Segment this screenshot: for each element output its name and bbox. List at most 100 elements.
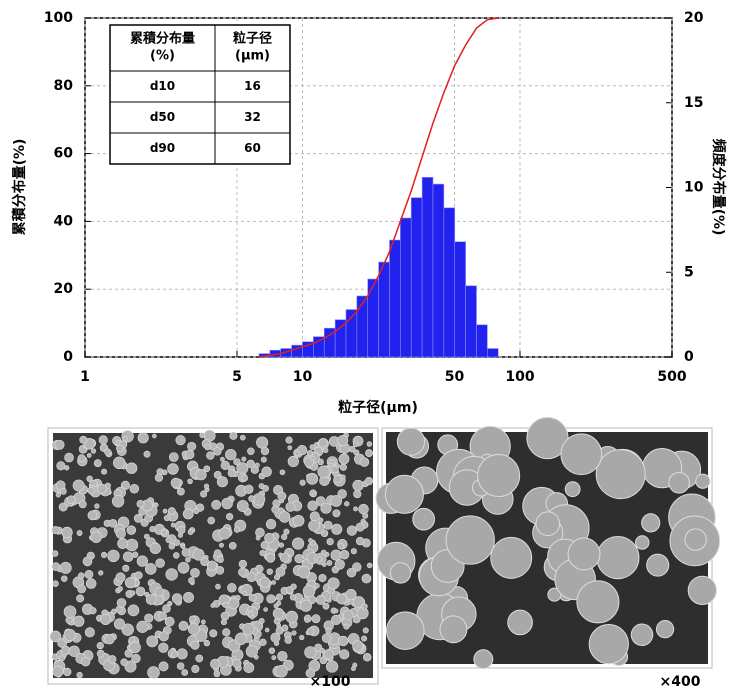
particle [66,495,76,504]
particle [310,455,315,461]
particle [266,568,273,575]
particle [68,645,80,657]
bar [410,197,423,358]
particle [246,572,257,583]
particle [161,529,167,536]
particle [181,548,191,557]
particle [143,450,151,458]
x-tick-label: 50 [445,369,465,385]
particle [84,569,94,579]
particle [646,553,670,577]
particle [323,649,334,660]
particle [165,568,178,581]
table-header: (μm) [235,49,270,64]
particle [144,613,154,623]
particle [307,500,318,511]
particle [352,441,359,448]
particle [113,618,125,630]
particle [317,517,324,523]
table-cell: 60 [244,141,261,155]
particle [305,668,316,678]
particle [125,462,138,474]
particle [684,528,707,551]
particle [77,584,87,594]
table-header: 累積分布量 [130,31,195,47]
particle [270,632,281,643]
particle [134,571,143,580]
particle [86,453,92,458]
particle [132,551,139,558]
particle [117,586,123,592]
particle [64,452,74,463]
particle [190,640,200,650]
particle [158,661,169,672]
particle [343,609,354,621]
particle [82,556,93,567]
particle [242,622,255,636]
y2-tick-label: 10 [684,180,704,196]
particle [248,593,257,602]
particle [215,583,221,590]
particle [136,555,149,567]
particle [129,590,136,596]
particle [87,486,95,495]
particle [173,552,180,559]
bar [476,324,488,358]
particle [144,563,157,575]
particle [350,548,357,555]
particle [195,654,204,663]
particle [116,444,124,453]
particle [255,527,265,538]
particle [124,577,137,589]
particle [161,469,168,476]
particle [183,591,194,603]
particle [389,562,412,584]
table-header: 粒子径 [233,31,272,47]
particle [285,436,293,444]
particle [366,562,373,569]
particle [193,508,200,515]
particle [248,495,256,502]
photo-caption: ×400 [660,674,701,690]
particle [362,627,369,634]
particle [338,453,350,465]
particle [111,495,125,508]
particle [207,516,216,525]
particle [439,615,468,644]
bar [356,295,369,358]
particle [273,603,279,609]
particle [158,642,169,653]
particle [77,454,86,463]
particle [346,525,358,536]
particle [412,507,435,531]
particle [84,627,95,638]
particle [216,476,228,488]
particle [213,549,222,558]
particle [490,536,533,579]
particle [90,531,102,543]
particle [346,567,357,578]
particle [299,479,306,486]
particle [302,584,316,598]
particle [78,500,87,509]
particle [176,648,188,660]
particle [100,613,112,625]
particle [278,511,291,523]
particle [76,594,85,603]
particle [268,647,276,654]
particle [100,551,108,558]
particle [165,536,172,544]
particle [220,619,227,626]
particle [275,665,288,678]
particle [345,589,357,601]
particle [187,529,194,535]
particle [340,474,346,480]
y-tick-label: 40 [54,213,74,229]
particle [59,561,72,574]
particle [149,525,156,533]
x-tick-label: 500 [657,369,686,385]
particle [337,435,349,446]
particle [104,448,112,456]
particle [337,542,345,550]
